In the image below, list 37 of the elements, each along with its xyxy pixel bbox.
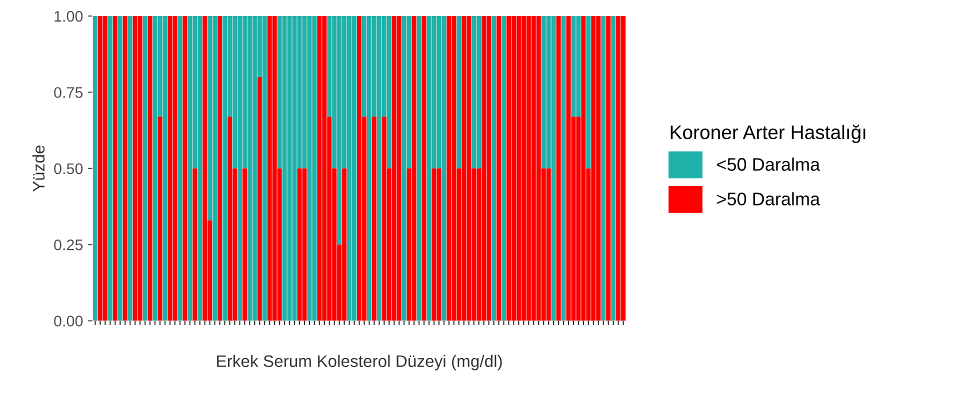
bar	[128, 16, 132, 321]
bar	[112, 16, 118, 321]
bar	[148, 16, 152, 321]
bar	[108, 16, 112, 321]
bar	[118, 16, 122, 321]
bar	[192, 168, 198, 321]
bar	[561, 16, 566, 321]
y-tick-label: 0.00	[54, 316, 83, 326]
y-axis-title: Yüzde	[32, 146, 45, 192]
legend-label: <50 Daralma	[717, 158, 820, 171]
bar	[496, 16, 501, 321]
legend-label: >50 Daralma	[717, 192, 820, 206]
y-tick-label: 0.25	[54, 239, 83, 250]
bar	[92, 16, 98, 321]
bar	[257, 76, 262, 321]
x-axis-title: Erkek Serum Kolesterol Düzeyi (mg/dl)	[217, 354, 502, 370]
bar	[178, 16, 182, 321]
bar	[586, 16, 591, 168]
bar	[611, 16, 616, 321]
bar	[556, 16, 561, 321]
bar	[422, 16, 426, 321]
bar	[218, 16, 222, 321]
bar	[606, 16, 611, 321]
bar	[456, 16, 462, 168]
legend-title: Koroner Arter Hastalığı	[670, 124, 866, 144]
bar	[182, 16, 188, 321]
y-tick-label: 0.75	[54, 87, 83, 98]
bar	[601, 16, 606, 321]
bar	[492, 16, 496, 321]
y-tick-label: 0.50	[54, 163, 83, 174]
bar	[122, 16, 128, 321]
bar	[416, 16, 422, 321]
bar	[502, 16, 506, 321]
bar	[142, 16, 148, 321]
y-tick-label: 1.00	[54, 10, 83, 22]
bar	[372, 116, 376, 321]
bar	[242, 168, 247, 321]
